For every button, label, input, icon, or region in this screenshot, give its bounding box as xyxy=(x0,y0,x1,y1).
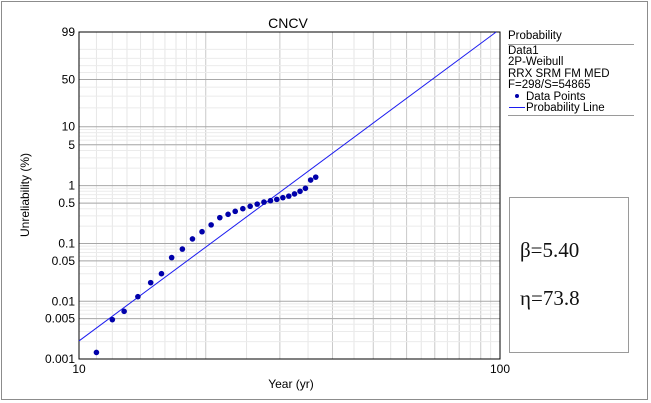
y-axis-label: Unreliability (%) xyxy=(18,153,32,237)
eta-value: η=73.8 xyxy=(520,286,580,310)
x-tick-label: 10 xyxy=(72,362,86,376)
data-point xyxy=(302,185,309,192)
data-point xyxy=(168,254,175,261)
data-point xyxy=(247,203,253,210)
legend-entry-data-points: Data Points xyxy=(508,90,634,104)
data-point xyxy=(189,236,196,242)
data-point xyxy=(225,211,231,218)
y-tick-label: 0.01 xyxy=(52,294,76,308)
data-point xyxy=(109,316,116,323)
data-point xyxy=(179,246,186,252)
data-point xyxy=(240,205,246,212)
legend-entry-probability-line: Probability Line xyxy=(508,102,634,116)
y-tick-label: 0.005 xyxy=(45,312,75,326)
legend-entry-probability-line-label: Probability Line xyxy=(526,102,605,114)
data-point xyxy=(261,199,267,205)
plot-area-border xyxy=(78,31,501,360)
y-tick-label: 10 xyxy=(62,120,76,134)
data-points-layer xyxy=(93,174,319,356)
legend-line-distribution: 2P-Weibull xyxy=(508,56,564,68)
x-axis-label: Year (yr) xyxy=(268,377,314,391)
data-point xyxy=(217,214,223,221)
probability-line-layer xyxy=(78,31,497,342)
probability-line xyxy=(78,31,497,342)
data-point xyxy=(121,308,127,315)
data-point xyxy=(93,349,100,356)
y-tick-label: 0.001 xyxy=(45,352,75,366)
legend-line-method: RRX SRM FM MED xyxy=(508,67,610,80)
y-tick-label: 0.05 xyxy=(52,254,76,268)
y-tick-label: 50 xyxy=(62,72,76,86)
y-tick-label: 0.5 xyxy=(58,196,75,210)
x-tick-label: 100 xyxy=(490,362,510,376)
data-point xyxy=(254,201,260,207)
data-point xyxy=(208,222,214,228)
line-marker-icon xyxy=(508,103,526,115)
data-point xyxy=(273,196,280,203)
y-tick-label: 5 xyxy=(68,138,75,152)
y-tick-label: 0.1 xyxy=(58,237,75,251)
data-point xyxy=(199,228,205,235)
data-point xyxy=(291,191,298,197)
legend-title: Probability xyxy=(508,30,634,45)
y-tick-label: 1 xyxy=(68,179,75,193)
legend-line-data-name: Data1 xyxy=(508,44,539,57)
minor-gridlines xyxy=(79,32,500,359)
parameter-box: β=5.40 η=73.8 xyxy=(509,197,629,353)
data-point-marker-icon xyxy=(508,92,526,104)
data-point xyxy=(158,270,165,277)
data-point xyxy=(147,279,154,286)
y-tick-labels: 99 50 10 5 1 0.5 0.1 0.05 0.01 0.005 0.001 xyxy=(45,25,75,366)
data-point xyxy=(135,293,141,300)
legend-line-counts: F=298/S=54865 xyxy=(508,79,591,91)
legend: Probability Data1 2P-Weibull RRX SRM FM … xyxy=(508,30,634,116)
data-point xyxy=(297,188,303,195)
legend-entry-data-points-label: Data Points xyxy=(526,90,586,103)
data-point xyxy=(285,193,292,199)
chart-title: CNCV xyxy=(268,15,308,31)
x-tick-labels: 10 100 xyxy=(72,362,510,376)
data-point xyxy=(232,208,239,215)
beta-value: β=5.40 xyxy=(520,238,580,262)
y-tick-label: 99 xyxy=(62,25,76,39)
data-point xyxy=(267,197,274,204)
data-point xyxy=(307,177,314,183)
data-point xyxy=(312,174,319,180)
data-point xyxy=(280,194,286,201)
